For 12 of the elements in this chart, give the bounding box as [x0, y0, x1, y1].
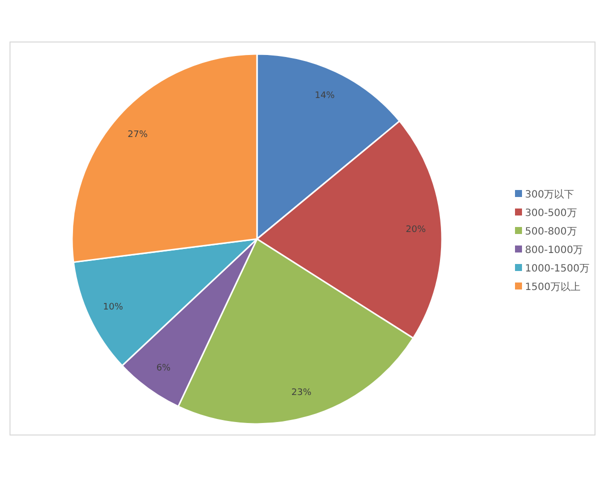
legend-label: 800-1000万 [525, 245, 584, 256]
legend-label: 300-500万 [525, 208, 577, 219]
data-label: 20% [406, 225, 426, 236]
data-label: 14% [314, 91, 336, 102]
legend-label: 300万以下 [525, 188, 574, 200]
data-label: 23% [291, 388, 312, 398]
data-label: 6% [156, 364, 172, 374]
legend-label: 500-800万 [525, 226, 577, 238]
legend-label: 1500万以上 [525, 281, 580, 293]
legend-label: 1000-1500万 [525, 264, 590, 274]
data-label: 10% [103, 302, 124, 313]
data-label: 27% [128, 130, 148, 140]
